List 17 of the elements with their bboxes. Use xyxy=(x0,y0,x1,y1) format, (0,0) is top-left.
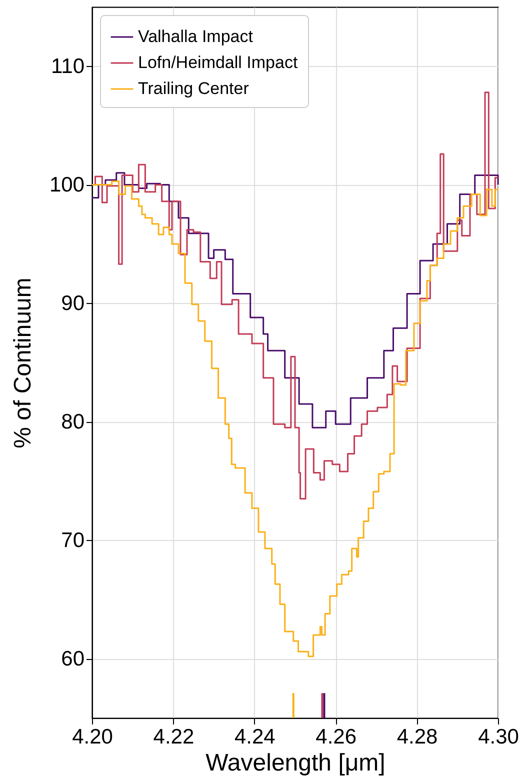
x-axis-title: Wavelength [μm] xyxy=(206,750,386,776)
legend-label: Valhalla Impact xyxy=(138,27,254,46)
y-tick-label: 110 xyxy=(51,54,84,78)
y-tick-label: 70 xyxy=(61,528,84,552)
x-tick-label: 4.20 xyxy=(72,726,113,748)
x-tick-label: 4.26 xyxy=(316,726,357,748)
y-tick-label: 80 xyxy=(61,410,84,434)
y-tick-label: 100 xyxy=(49,173,84,196)
x-tick-label: 4.24 xyxy=(234,726,276,748)
legend-label: Lofn/Heimdall Impact xyxy=(138,53,298,72)
y-tick-label: 90 xyxy=(61,292,84,315)
x-tick-label: 4.28 xyxy=(396,726,438,748)
x-tick-label: 4.30 xyxy=(478,726,519,748)
y-axis-title: % of Continuum xyxy=(9,278,36,448)
x-tick-label: 4.22 xyxy=(153,726,194,748)
y-tick-label: 60 xyxy=(61,647,84,670)
legend-label: Trailing Center xyxy=(138,79,250,98)
